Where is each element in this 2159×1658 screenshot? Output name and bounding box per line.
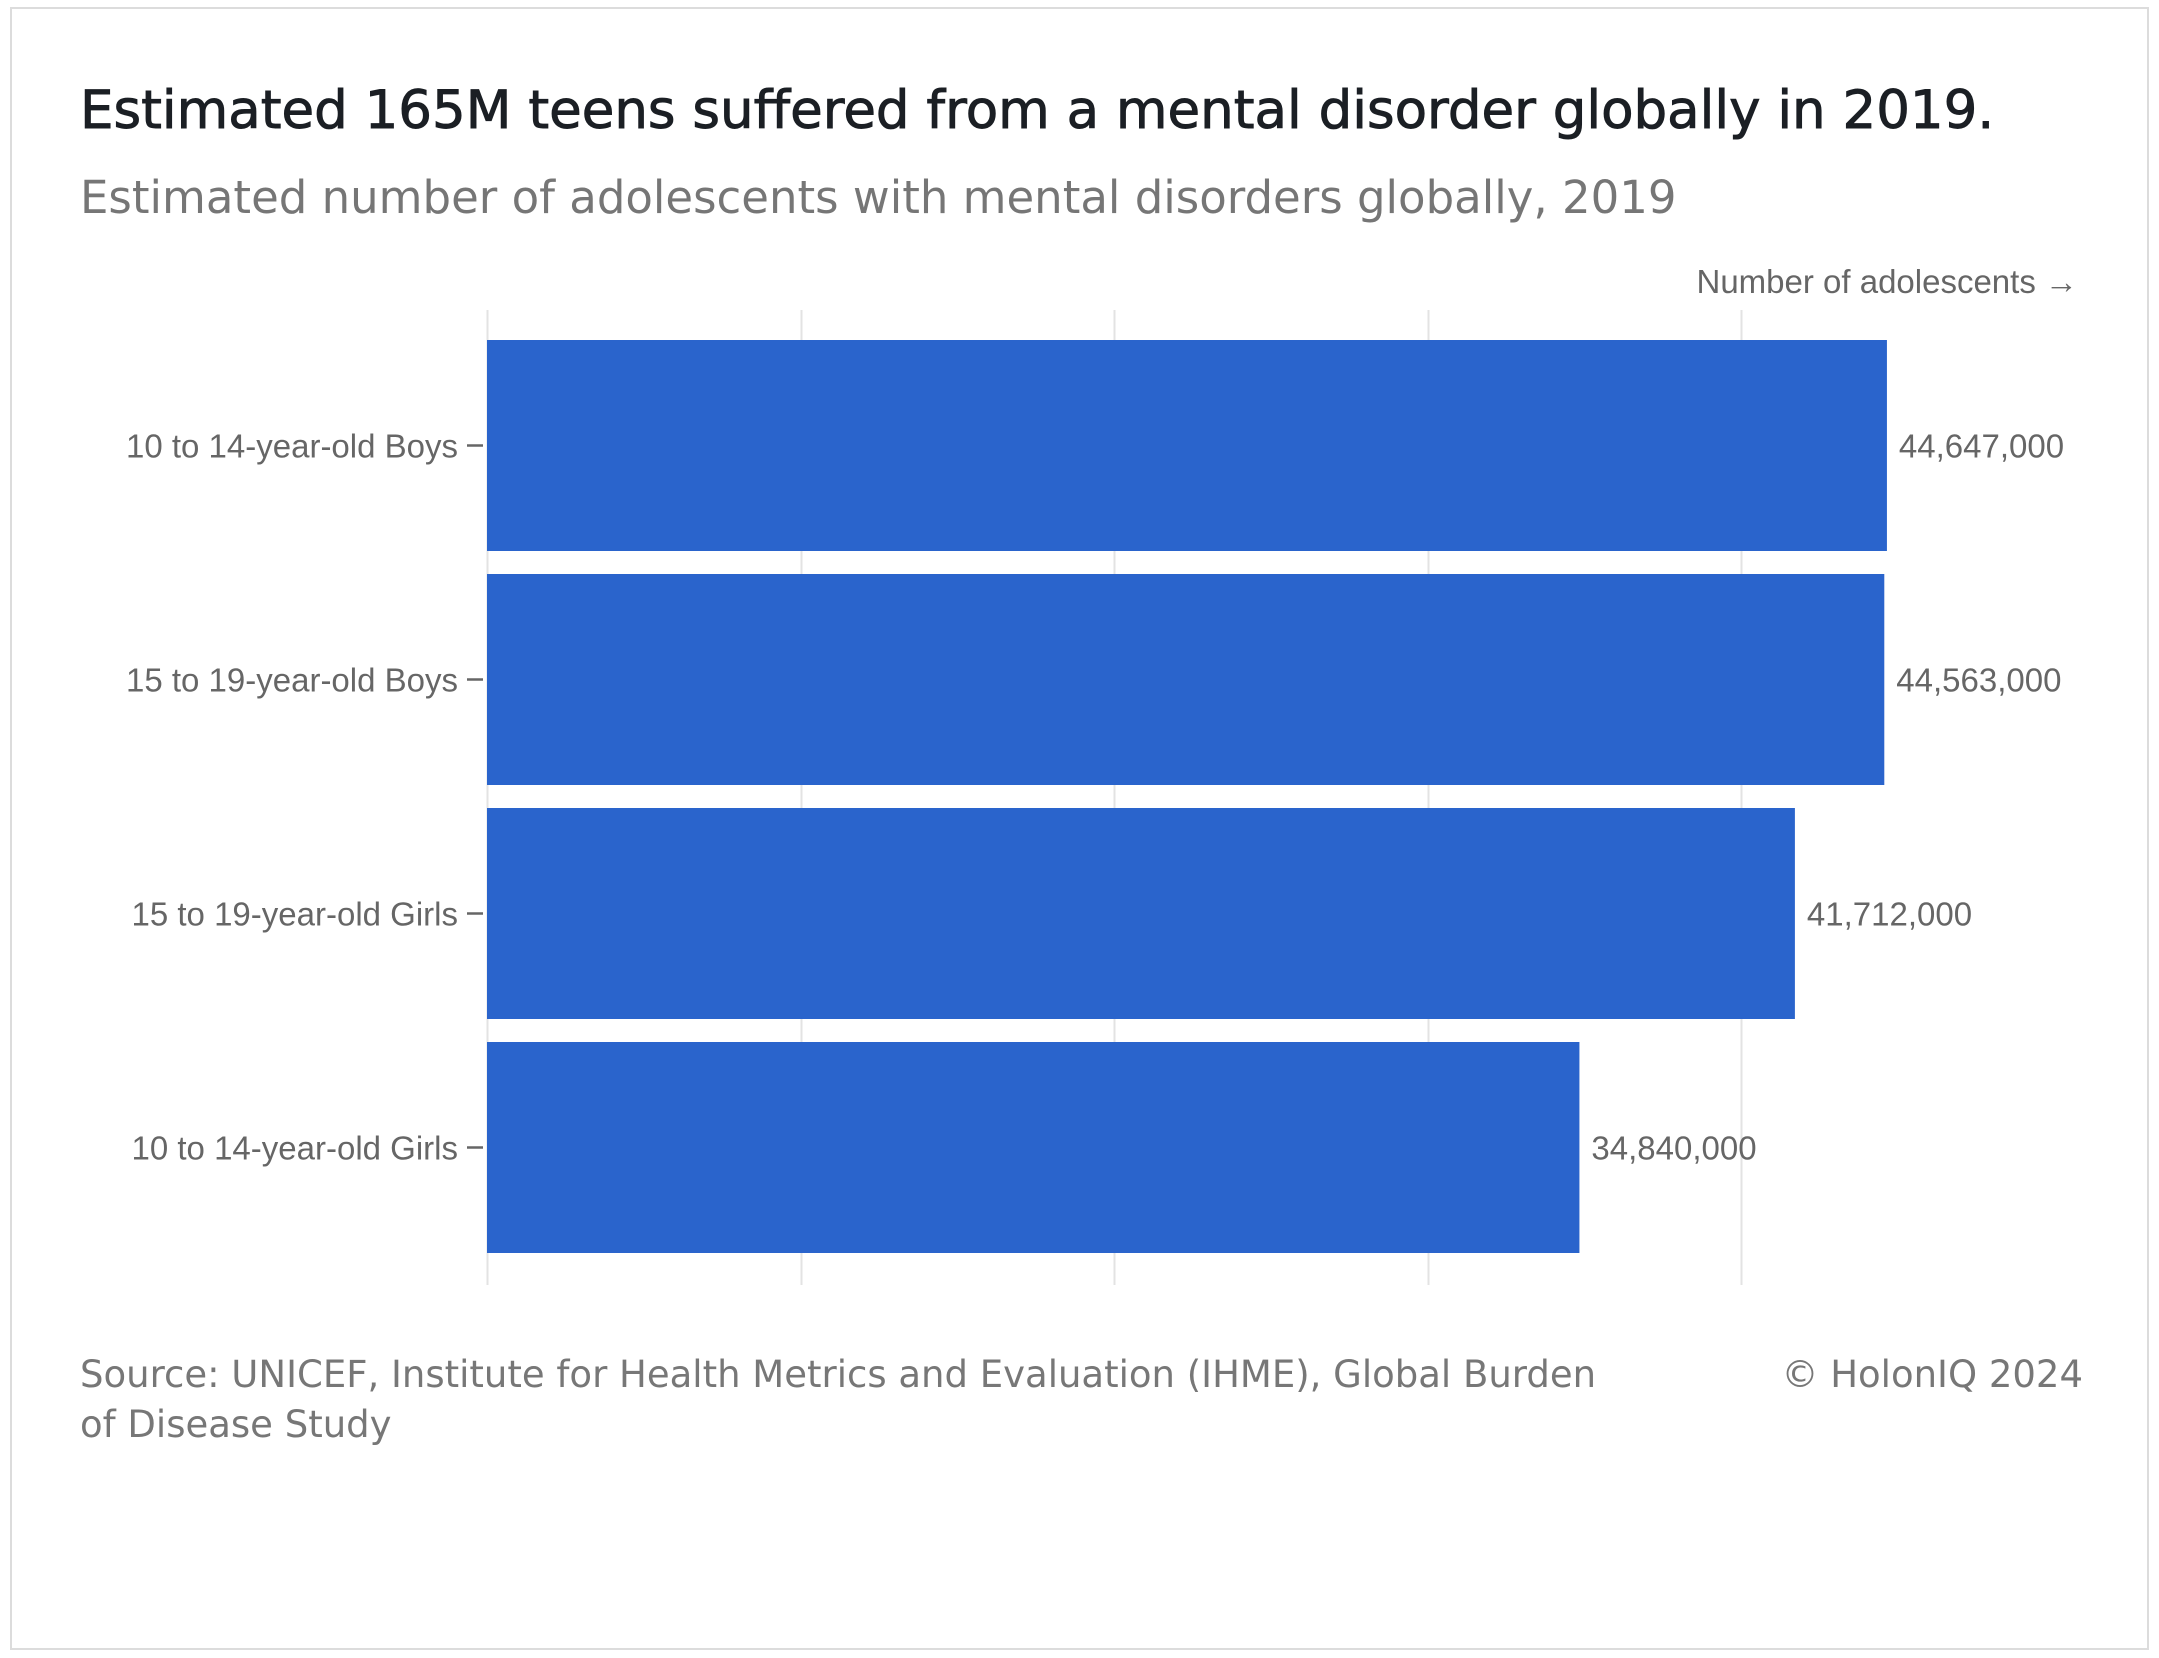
bar-2 [487, 574, 1885, 785]
category-label-1: 10 to 14-year-old Boys [126, 428, 458, 465]
value-label-4: 34,840,000 [1591, 1130, 1756, 1167]
value-label-3: 41,712,000 [1807, 896, 1972, 933]
source-note: Source: UNICEF, Institute for Health Met… [80, 1353, 1597, 1446]
copyright-note: © HolonIQ 2024 [1781, 1353, 2083, 1396]
category-label-3: 15 to 19-year-old Girls [132, 896, 458, 933]
value-label-2: 44,563,000 [1896, 662, 2061, 699]
x-axis-title: Number of adolescents → [1696, 263, 2078, 300]
bar-4 [487, 1042, 1580, 1253]
bars [487, 340, 1887, 1253]
chart-subtitle: Estimated number of adolescents with men… [80, 171, 1677, 224]
labels: Number of adolescents → 10 to 14-year-old… [126, 263, 2078, 1167]
bar-1 [487, 340, 1887, 551]
value-label-1: 44,647,000 [1899, 428, 2064, 465]
bar-3 [487, 808, 1795, 1019]
category-label-4: 10 to 14-year-old Girls [132, 1130, 458, 1167]
chart-title: Estimated 165M teens suffered from a men… [80, 80, 1995, 142]
category-label-2: 15 to 19-year-old Boys [126, 662, 458, 699]
